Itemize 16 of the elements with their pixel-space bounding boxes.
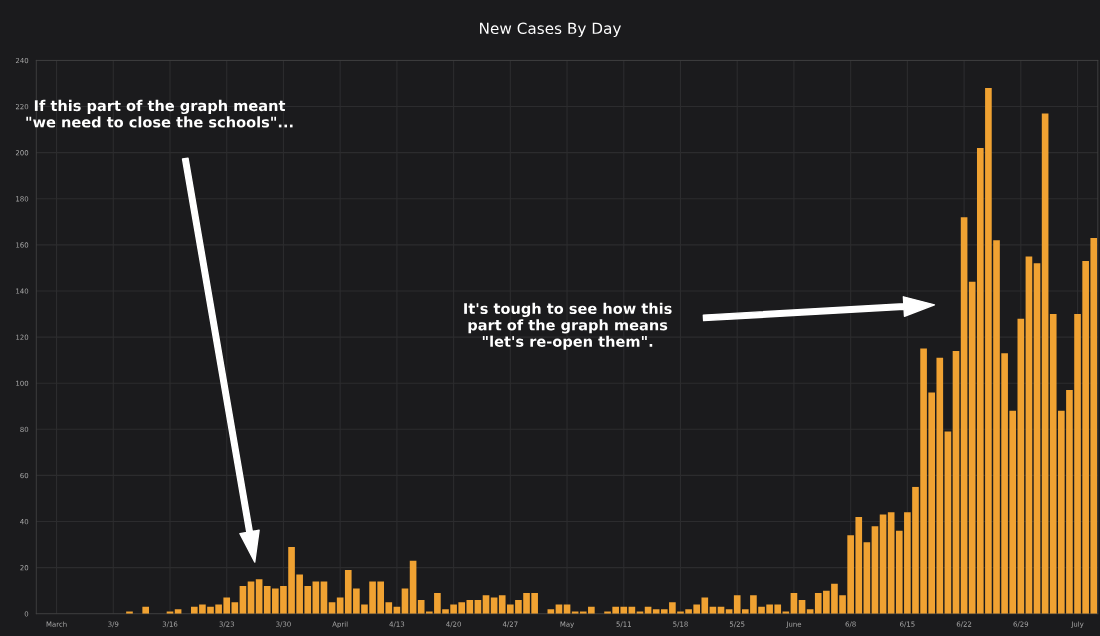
bar <box>1041 113 1049 614</box>
bar <box>887 512 895 614</box>
bar <box>871 526 879 614</box>
bar <box>142 606 150 614</box>
chart-title: New Cases By Day <box>480 22 622 38</box>
bar <box>247 581 255 614</box>
annotation: It's tough to see how this part of the graph means "let's re-open them". <box>464 302 672 350</box>
bar <box>863 542 871 614</box>
bar <box>320 581 328 614</box>
bar <box>312 581 320 614</box>
bar <box>1033 263 1041 614</box>
bar <box>952 350 960 614</box>
bar <box>944 431 952 614</box>
bar <box>960 217 968 614</box>
bar <box>126 611 133 614</box>
bar <box>1025 256 1033 614</box>
